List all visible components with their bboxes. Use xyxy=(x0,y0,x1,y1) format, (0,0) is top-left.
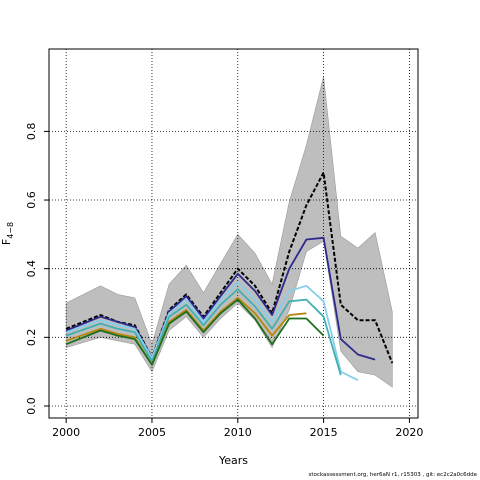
x-tick-label: 2005 xyxy=(138,426,166,439)
y-tick-label: 0.8 xyxy=(25,123,38,141)
series-layer xyxy=(65,171,394,382)
x-tick-label: 2010 xyxy=(224,426,252,439)
series-line-5 xyxy=(65,296,307,366)
y-tick-label: 0.6 xyxy=(25,191,38,209)
x-axis-title: Years xyxy=(218,454,248,467)
confidence-band xyxy=(65,76,393,388)
series-line-3 xyxy=(65,281,359,382)
y-axis-title-subscript: 4−8 xyxy=(6,222,15,239)
y-tick-label: 0.0 xyxy=(25,397,38,415)
series-line-6 xyxy=(65,298,325,366)
x-tick-label: 2015 xyxy=(310,426,338,439)
series-line-4 xyxy=(65,288,342,376)
plot-frame xyxy=(48,48,419,419)
y-tick-label: 0.2 xyxy=(25,329,38,347)
x-tick-label: 2020 xyxy=(395,426,423,439)
series-line-2 xyxy=(65,236,376,361)
y-axis-title: F4−8 xyxy=(0,222,15,245)
series-line-1 xyxy=(65,171,394,364)
footer-credit: stockassessment.org, her6aN r1, r15303 ,… xyxy=(308,472,477,478)
confidence-band-layer xyxy=(65,76,393,388)
y-tick-label: 0.4 xyxy=(25,260,38,278)
axis-layer: 2000 2005 2010 2015 2020 0.0 0.2 0.4 0.6 0.8 xyxy=(25,123,423,439)
x-tick-label: 2000 xyxy=(52,426,80,439)
y-axis-title-main: F xyxy=(0,239,13,245)
